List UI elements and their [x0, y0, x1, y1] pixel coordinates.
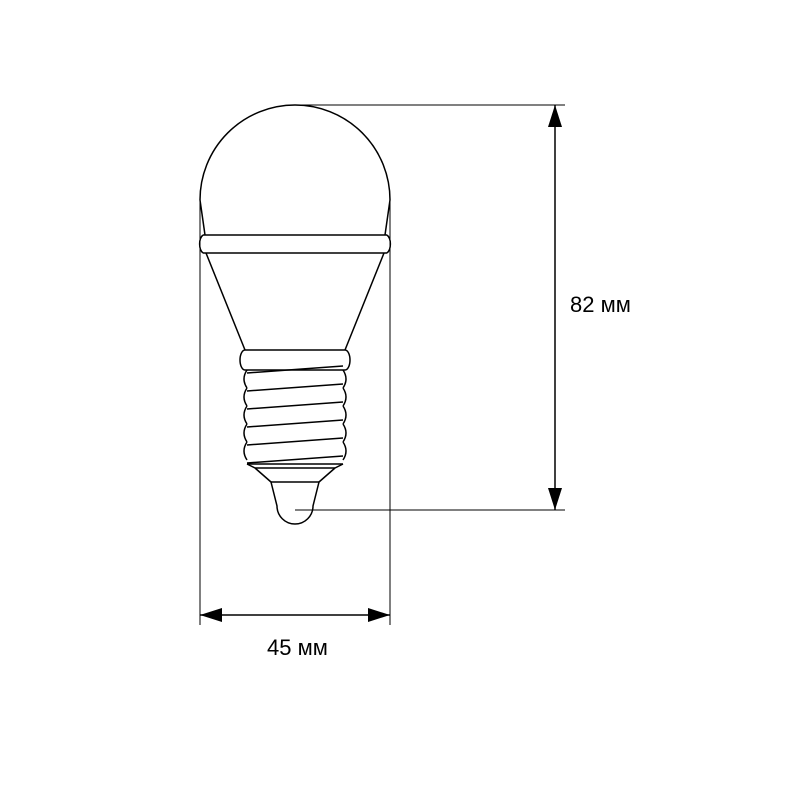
- bulb-dimension-diagram: 82 мм 45 мм: [0, 0, 800, 800]
- width-label: 45 мм: [267, 635, 328, 660]
- height-label: 82 мм: [570, 292, 631, 317]
